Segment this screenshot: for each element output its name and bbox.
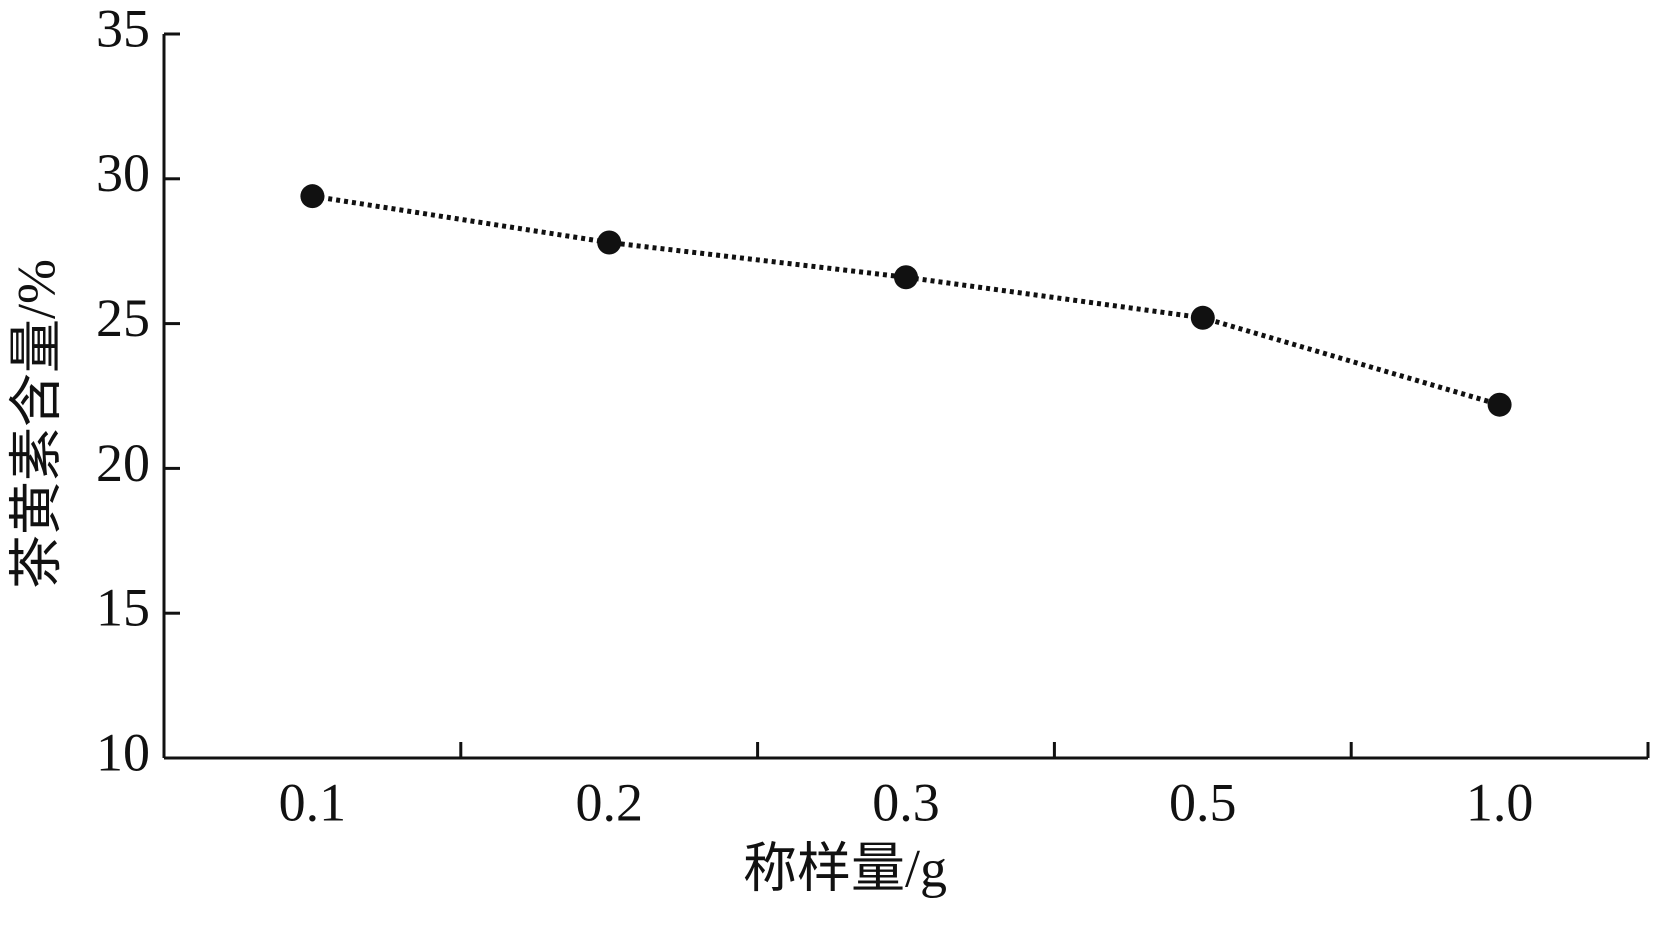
point [1487, 392, 1512, 417]
x-tick-label: 0.1 [279, 772, 347, 832]
point [894, 265, 918, 290]
x-tick-label: 0.5 [1169, 772, 1237, 832]
x-tick-label: 0.2 [575, 772, 643, 832]
x-axis-label: 称样量/g [743, 838, 947, 898]
x-tick-label: 0.3 [872, 772, 940, 832]
x-tick-label: 1.0 [1466, 772, 1534, 832]
y-tick-label: 30 [96, 143, 150, 203]
line [312, 193, 1501, 408]
point [597, 230, 622, 255]
y-axis-label: 茶黄素含量/% [6, 259, 66, 589]
y-tick-label: 35 [96, 0, 150, 58]
y-tick-label: 10 [96, 722, 150, 782]
y-tick-label: 25 [96, 288, 150, 348]
point [1190, 305, 1215, 330]
y-tick-label: 15 [96, 578, 150, 638]
y-tick-label: 20 [96, 433, 150, 493]
point [300, 184, 325, 209]
